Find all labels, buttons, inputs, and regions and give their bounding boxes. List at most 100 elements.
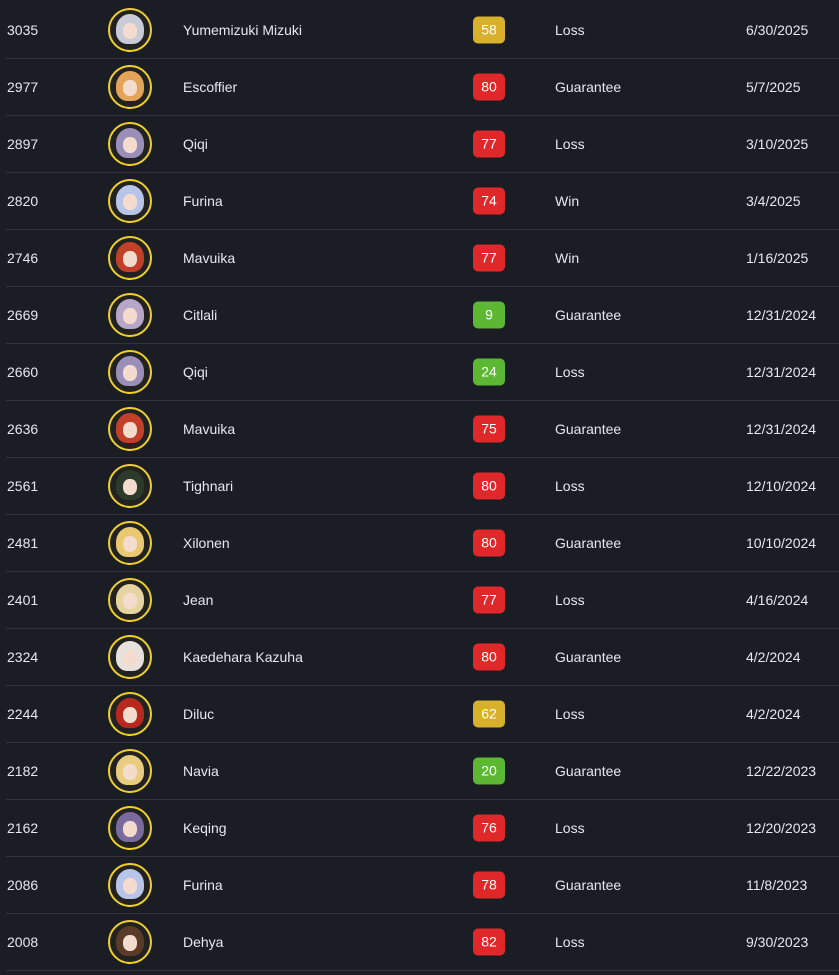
table-row[interactable]: 2008 Dehya 82 Loss 9/30/2023 [6,914,839,971]
avatar-face [123,878,137,894]
pity-badge: 74 [473,187,505,215]
pity-badge: 58 [473,16,505,44]
table-row[interactable]: 2660 Qiqi 24 Loss 12/31/2024 [6,344,839,401]
pull-number: 2669 [7,307,39,323]
pity-badge: 75 [473,415,505,443]
table-row[interactable]: 2746 Mavuika 77 Win 1/16/2025 [6,230,839,287]
result-label: Loss [555,364,585,380]
result-label: Loss [555,820,585,836]
character-avatar [108,920,152,964]
result-label: Win [555,250,580,266]
pity-badge: 62 [473,700,505,728]
pull-number: 3035 [7,22,39,38]
character-name: Furina [183,193,223,209]
pull-number: 2182 [7,763,39,779]
character-name: Escoffier [183,79,238,95]
pull-number: 2324 [7,649,39,665]
character-avatar [108,350,152,394]
avatar-face [123,251,137,267]
character-avatar [108,464,152,508]
character-avatar [108,692,152,736]
character-name: Citlali [183,307,218,323]
result-label: Loss [555,934,585,950]
character-name: Mavuika [183,421,236,437]
pull-date: 12/10/2024 [746,478,817,494]
character-avatar [108,578,152,622]
pity-badge: 24 [473,358,505,386]
result-label: Guarantee [555,877,622,893]
pull-number: 2746 [7,250,39,266]
pull-number: 2820 [7,193,39,209]
avatar-face [123,593,137,609]
character-name: Qiqi [183,136,208,152]
table-row[interactable]: 2244 Diluc 62 Loss 4/2/2024 [6,686,839,743]
pull-number: 2086 [7,877,39,893]
result-label: Guarantee [555,649,622,665]
result-label: Guarantee [555,421,622,437]
table-row[interactable]: 2669 Citlali 9 Guarantee 12/31/2024 [6,287,839,344]
avatar-face [123,137,137,153]
pull-date: 12/22/2023 [746,763,817,779]
pity-badge: 9 [473,301,505,329]
character-name: Diluc [183,706,215,722]
table-row[interactable]: 3035 Yumemizuki Mizuki 58 Loss 6/30/2025 [6,2,839,59]
pull-number: 2244 [7,706,39,722]
table-row[interactable]: 2561 Tighnari 80 Loss 12/10/2024 [6,458,839,515]
pull-date: 11/8/2023 [746,877,808,893]
character-avatar [108,749,152,793]
result-label: Loss [555,478,585,494]
avatar-face [123,365,137,381]
character-name: Navia [183,763,219,779]
character-avatar [108,806,152,850]
result-label: Loss [555,592,585,608]
pity-badge: 80 [473,472,505,500]
pull-date: 4/2/2024 [746,649,801,665]
character-name: Mavuika [183,250,236,266]
result-label: Win [555,193,580,209]
table-row[interactable]: 2324 Kaedehara Kazuha 80 Guarantee 4/2/2… [6,629,839,686]
avatar-face [123,707,137,723]
character-name: Tighnari [183,478,234,494]
character-avatar [108,521,152,565]
table-row[interactable]: 2820 Furina 74 Win 3/4/2025 [6,173,839,230]
table-row[interactable]: 2086 Furina 78 Guarantee 11/8/2023 [6,857,839,914]
pull-date: 12/31/2024 [746,364,817,380]
result-label: Guarantee [555,763,622,779]
pity-badge: 80 [473,529,505,557]
pull-number: 2008 [7,934,39,950]
pity-badge: 77 [473,244,505,272]
pull-number: 2636 [7,421,39,437]
avatar-face [123,23,137,39]
pull-date: 3/4/2025 [746,193,801,209]
character-avatar [108,863,152,907]
table-row[interactable]: 2162 Keqing 76 Loss 12/20/2023 [6,800,839,857]
character-name: Xilonen [183,535,230,551]
result-label: Loss [555,22,585,38]
pity-badge: 80 [473,73,505,101]
table-row[interactable]: 2481 Xilonen 80 Guarantee 10/10/2024 [6,515,839,572]
table-row[interactable]: 2401 Jean 77 Loss 4/16/2024 [6,572,839,629]
table-row[interactable]: 2636 Mavuika 75 Guarantee 12/31/2024 [6,401,839,458]
pity-badge: 77 [473,130,505,158]
character-avatar [108,407,152,451]
character-name: Yumemizuki Mizuki [183,22,303,38]
character-name: Keqing [183,820,227,836]
avatar-face [123,650,137,666]
pull-date: 3/10/2025 [746,136,809,152]
pull-date: 4/16/2024 [746,592,809,608]
avatar-face [123,935,137,951]
pull-number: 2162 [7,820,39,836]
table-row[interactable]: 2977 Escoffier 80 Guarantee 5/7/2025 [6,59,839,116]
pull-date: 6/30/2025 [746,22,809,38]
character-name: Furina [183,877,223,893]
avatar-face [123,764,137,780]
pity-badge: 77 [473,586,505,614]
table-row[interactable]: 2182 Navia 20 Guarantee 12/22/2023 [6,743,839,800]
pull-date: 12/31/2024 [746,307,817,323]
avatar-face [123,80,137,96]
table-row[interactable]: 2897 Qiqi 77 Loss 3/10/2025 [6,116,839,173]
character-name: Qiqi [183,364,208,380]
result-label: Guarantee [555,535,622,551]
character-avatar [108,635,152,679]
